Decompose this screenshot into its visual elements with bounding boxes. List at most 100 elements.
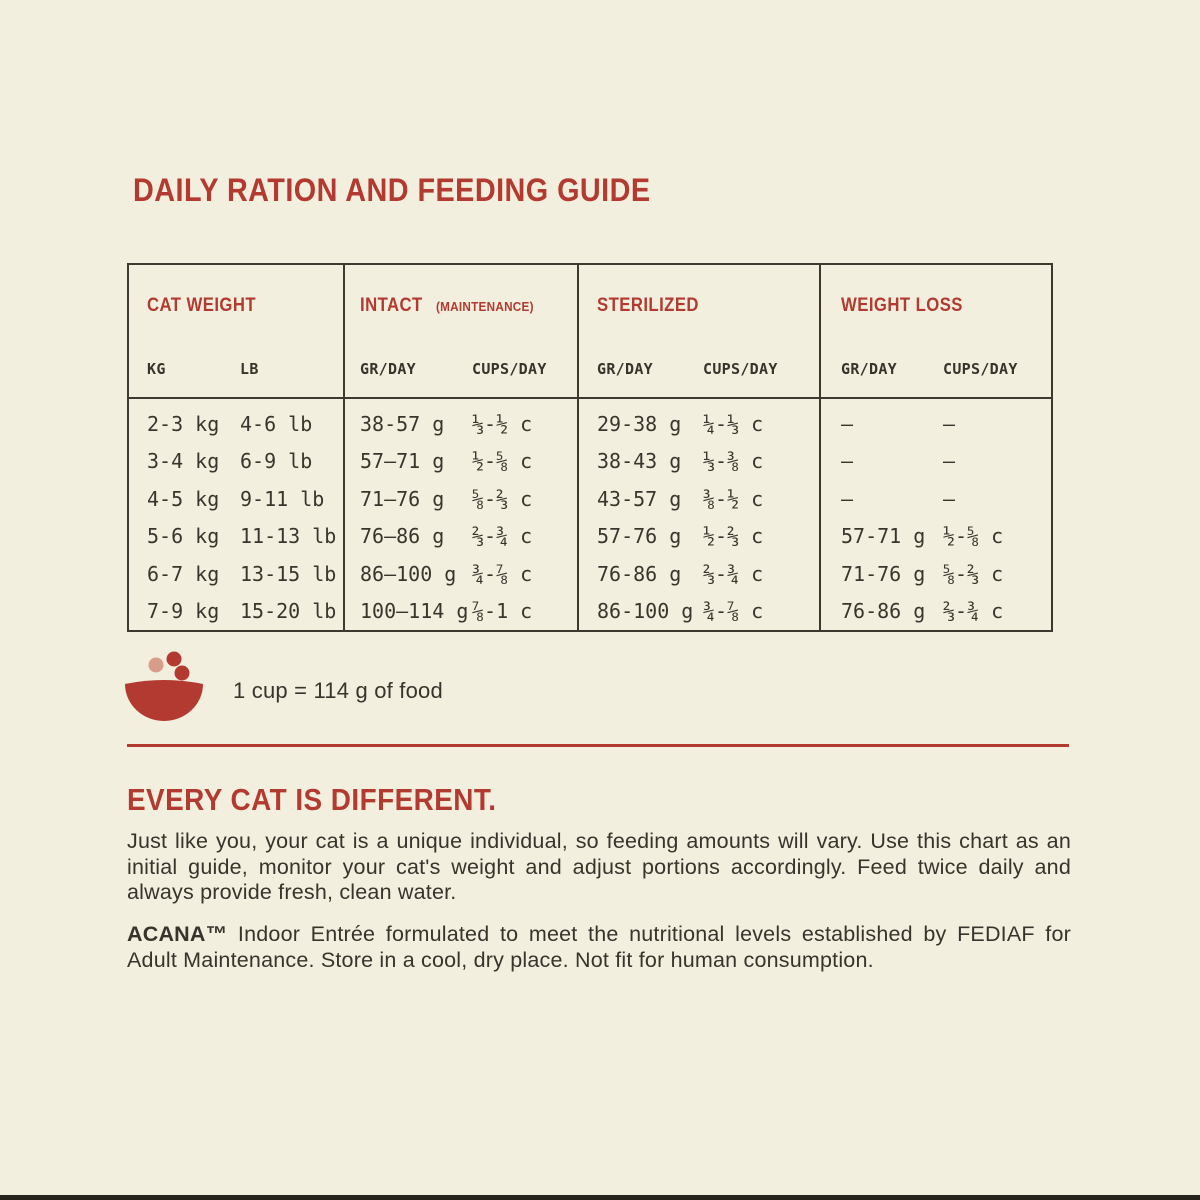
group-body: 29-38 g ¼-⅓ c 38-43 g ⅓-⅜ c 43-57 g ⅜-½ c 5… — [579, 399, 819, 630]
subheader-gr-day: GR/DAY — [360, 359, 416, 378]
table-group-weight-loss: WEIGHT LOSS GR/DAY CUPS/DAY — — — — — — 57-… — [821, 265, 1051, 630]
cell-lb: 4-6 lb — [240, 411, 313, 436]
cell-grams: 76–86 g — [360, 524, 445, 549]
table-row: 71–76 g ⅝-⅔ c — [345, 480, 577, 518]
cell-cups: ⅝-⅔ c — [472, 486, 533, 511]
cell-kg: 4-5 kg — [147, 486, 220, 511]
subheader-kg: KG — [147, 359, 166, 378]
table-row: 86-100 g ¾-⅞ c — [579, 593, 819, 631]
table-row: — — — [821, 480, 1051, 518]
cell-grams: 57-76 g — [597, 524, 682, 549]
subheader-row: GR/DAY CUPS/DAY — [345, 340, 577, 399]
cell-cups: ¾-⅞ c — [703, 599, 764, 624]
every-cat-heading: EVERY CAT IS DIFFERENT. — [127, 782, 497, 817]
table-row: 29-38 g ¼-⅓ c — [579, 405, 819, 443]
cell-grams: 29-38 g — [597, 411, 682, 436]
table-row: 100–114 g ⅞-1 c — [345, 593, 577, 631]
cell-grams: 86–100 g — [360, 561, 457, 586]
column-group-header: WEIGHT LOSS — [821, 265, 1051, 340]
page-title: DAILY RATION AND FEEDING GUIDE — [133, 172, 651, 208]
group-note: (MAINTENANCE) — [435, 299, 534, 314]
cup-equivalence-text: 1 cup = 114 g of food — [233, 678, 443, 703]
section-divider — [127, 744, 1069, 747]
column-group-header: CAT WEIGHT — [129, 265, 343, 340]
feeding-guide-table: CAT WEIGHT KG LB 2-3 kg 4-6 lb 3-4 kg 6-9 … — [127, 263, 1053, 632]
bottom-edge-strip — [0, 1195, 1200, 1200]
table-row: 43-57 g ⅜-½ c — [579, 480, 819, 518]
feeding-advice-paragraph: Just like you, your cat is a unique indi… — [127, 829, 1071, 904]
table-row: 7-9 kg 15-20 lb — [129, 593, 343, 631]
table-row: 76–86 g ⅔-¾ c — [345, 518, 577, 556]
cell-lb: 11-13 lb — [240, 524, 337, 549]
table-row: 76-86 g ⅔-¾ c — [579, 555, 819, 593]
subheader-row: GR/DAY CUPS/DAY — [821, 340, 1051, 399]
cell-cups: ⅔-¾ c — [472, 524, 533, 549]
subheader-row: GR/DAY CUPS/DAY — [579, 340, 819, 399]
table-group-cat-weight: CAT WEIGHT KG LB 2-3 kg 4-6 lb 3-4 kg 6-9 … — [129, 265, 345, 630]
table-row: 76-86 g ⅔-¾ c — [821, 593, 1051, 631]
table-row: 6-7 kg 13-15 lb — [129, 555, 343, 593]
cell-kg: 3-4 kg — [147, 449, 220, 474]
cell-grams: 38-43 g — [597, 449, 682, 474]
table-row: 3-4 kg 6-9 lb — [129, 443, 343, 481]
cell-grams: — — [841, 486, 854, 511]
cell-cups: ⅓-½ c — [472, 411, 533, 436]
acana-note-text: Indoor Entrée formulated to meet the nut… — [127, 922, 1071, 972]
table-row: 38-43 g ⅓-⅜ c — [579, 443, 819, 481]
table-row: 57–71 g ½-⅝ c — [345, 443, 577, 481]
table-row: 71-76 g ⅝-⅔ c — [821, 555, 1051, 593]
subheader-gr-day: GR/DAY — [597, 359, 653, 378]
cell-grams: 43-57 g — [597, 486, 682, 511]
column-group-header: STERILIZED — [579, 265, 819, 340]
cell-grams: 86-100 g — [597, 599, 694, 624]
cell-cups: ⅔-¾ c — [943, 599, 1004, 624]
cell-grams: — — [841, 449, 854, 474]
cell-cups: — — [943, 449, 956, 474]
cell-cups: ¼-⅓ c — [703, 411, 764, 436]
cell-cups: ½-⅝ c — [472, 449, 533, 474]
group-body: — — — — — — 57-71 g ½-⅝ c 71-76 g ⅝-⅔ c 76-86… — [821, 399, 1051, 630]
table-row: — — — [821, 405, 1051, 443]
cell-cups: ⅞-1 c — [472, 599, 533, 624]
group-label: STERILIZED — [597, 295, 699, 316]
group-label: INTACT — [360, 295, 423, 316]
cell-lb: 13-15 lb — [240, 561, 337, 586]
table-row: — — — [821, 443, 1051, 481]
cell-lb: 6-9 lb — [240, 449, 313, 474]
cell-kg: 2-3 kg — [147, 411, 220, 436]
cell-grams: 100–114 g — [360, 599, 469, 624]
table-row: 4-5 kg 9-11 lb — [129, 480, 343, 518]
table-row: 5-6 kg 11-13 lb — [129, 518, 343, 556]
table-row: 57-76 g ½-⅔ c — [579, 518, 819, 556]
subheader-row: KG LB — [129, 340, 343, 399]
group-body: 38-57 g ⅓-½ c 57–71 g ½-⅝ c 71–76 g ⅝-⅔ c 7… — [345, 399, 577, 630]
cell-cups: ⅓-⅜ c — [703, 449, 764, 474]
cell-cups: ⅜-½ c — [703, 486, 764, 511]
cell-grams: — — [841, 411, 854, 436]
cell-cups: ⅝-⅔ c — [943, 561, 1004, 586]
cell-grams: 57–71 g — [360, 449, 445, 474]
cell-kg: 7-9 kg — [147, 599, 220, 624]
group-label: WEIGHT LOSS — [841, 295, 963, 316]
cell-grams: 71–76 g — [360, 486, 445, 511]
food-bowl-icon — [125, 651, 203, 721]
cell-grams: 38-57 g — [360, 411, 445, 436]
table-group-sterilized: STERILIZED GR/DAY CUPS/DAY 29-38 g ¼-⅓ c … — [579, 265, 821, 630]
cell-grams: 76-86 g — [597, 561, 682, 586]
cell-kg: 5-6 kg — [147, 524, 220, 549]
cell-grams: 71-76 g — [841, 561, 926, 586]
cell-kg: 6-7 kg — [147, 561, 220, 586]
column-group-header: INTACT (MAINTENANCE) — [345, 265, 577, 340]
cell-cups: — — [943, 486, 956, 511]
cup-equivalence-row: 1 cup = 114 g of food — [123, 650, 723, 726]
subheader-cups-day: CUPS/DAY — [703, 359, 778, 378]
cell-lb: 9-11 lb — [240, 486, 325, 511]
group-body: 2-3 kg 4-6 lb 3-4 kg 6-9 lb 4-5 kg 9-11 lb … — [129, 399, 343, 630]
table-row: 2-3 kg 4-6 lb — [129, 405, 343, 443]
cell-lb: 15-20 lb — [240, 599, 337, 624]
brand-name: ACANA™ — [127, 922, 228, 946]
cell-grams: 57-71 g — [841, 524, 926, 549]
table-group-intact: INTACT (MAINTENANCE) GR/DAY CUPS/DAY 38-… — [345, 265, 579, 630]
subheader-gr-day: GR/DAY — [841, 359, 897, 378]
